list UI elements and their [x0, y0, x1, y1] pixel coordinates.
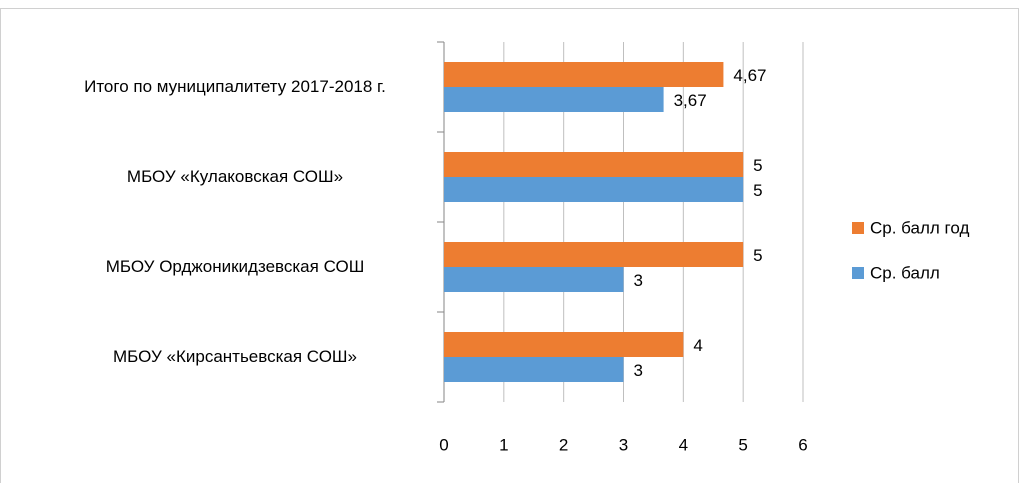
- value-label: 5: [753, 246, 762, 265]
- value-label: 4,67: [733, 66, 766, 85]
- bar: [444, 177, 744, 202]
- x-tick-label: 0: [439, 435, 448, 454]
- x-tick-label: 3: [619, 435, 628, 454]
- x-tick-label: 6: [798, 435, 807, 454]
- legend-label: Ср. балл: [870, 263, 940, 282]
- x-tick-label: 5: [738, 435, 747, 454]
- x-tick-label: 1: [499, 435, 508, 454]
- legend-swatch: [852, 222, 864, 234]
- bar: [444, 357, 624, 382]
- bar: [444, 152, 744, 177]
- value-label: 3: [634, 361, 643, 380]
- legend-swatch: [852, 267, 864, 279]
- chart-border: [0, 8, 1019, 483]
- category-label: МБОУ Орджоникидзевская СОШ: [105, 257, 365, 276]
- value-label: 3,67: [674, 91, 707, 110]
- bar: [444, 62, 724, 87]
- value-label: 5: [753, 181, 762, 200]
- x-tick-label: 2: [559, 435, 568, 454]
- category-label: МБОУ «Кулаковская СОШ»: [126, 167, 344, 186]
- legend-label: Ср. балл год: [870, 218, 969, 237]
- bar: [444, 242, 744, 267]
- bar: [444, 87, 664, 112]
- category-label: Итого по муниципалитету 2017-2018 г.: [84, 77, 386, 96]
- bar: [444, 332, 684, 357]
- value-label: 3: [634, 271, 643, 290]
- bar: [444, 267, 624, 292]
- x-tick-label: 4: [679, 435, 688, 454]
- value-label: 4: [693, 336, 702, 355]
- category-label: МБОУ «Кирсантьевская СОШ»: [113, 347, 357, 366]
- value-label: 5: [753, 156, 762, 175]
